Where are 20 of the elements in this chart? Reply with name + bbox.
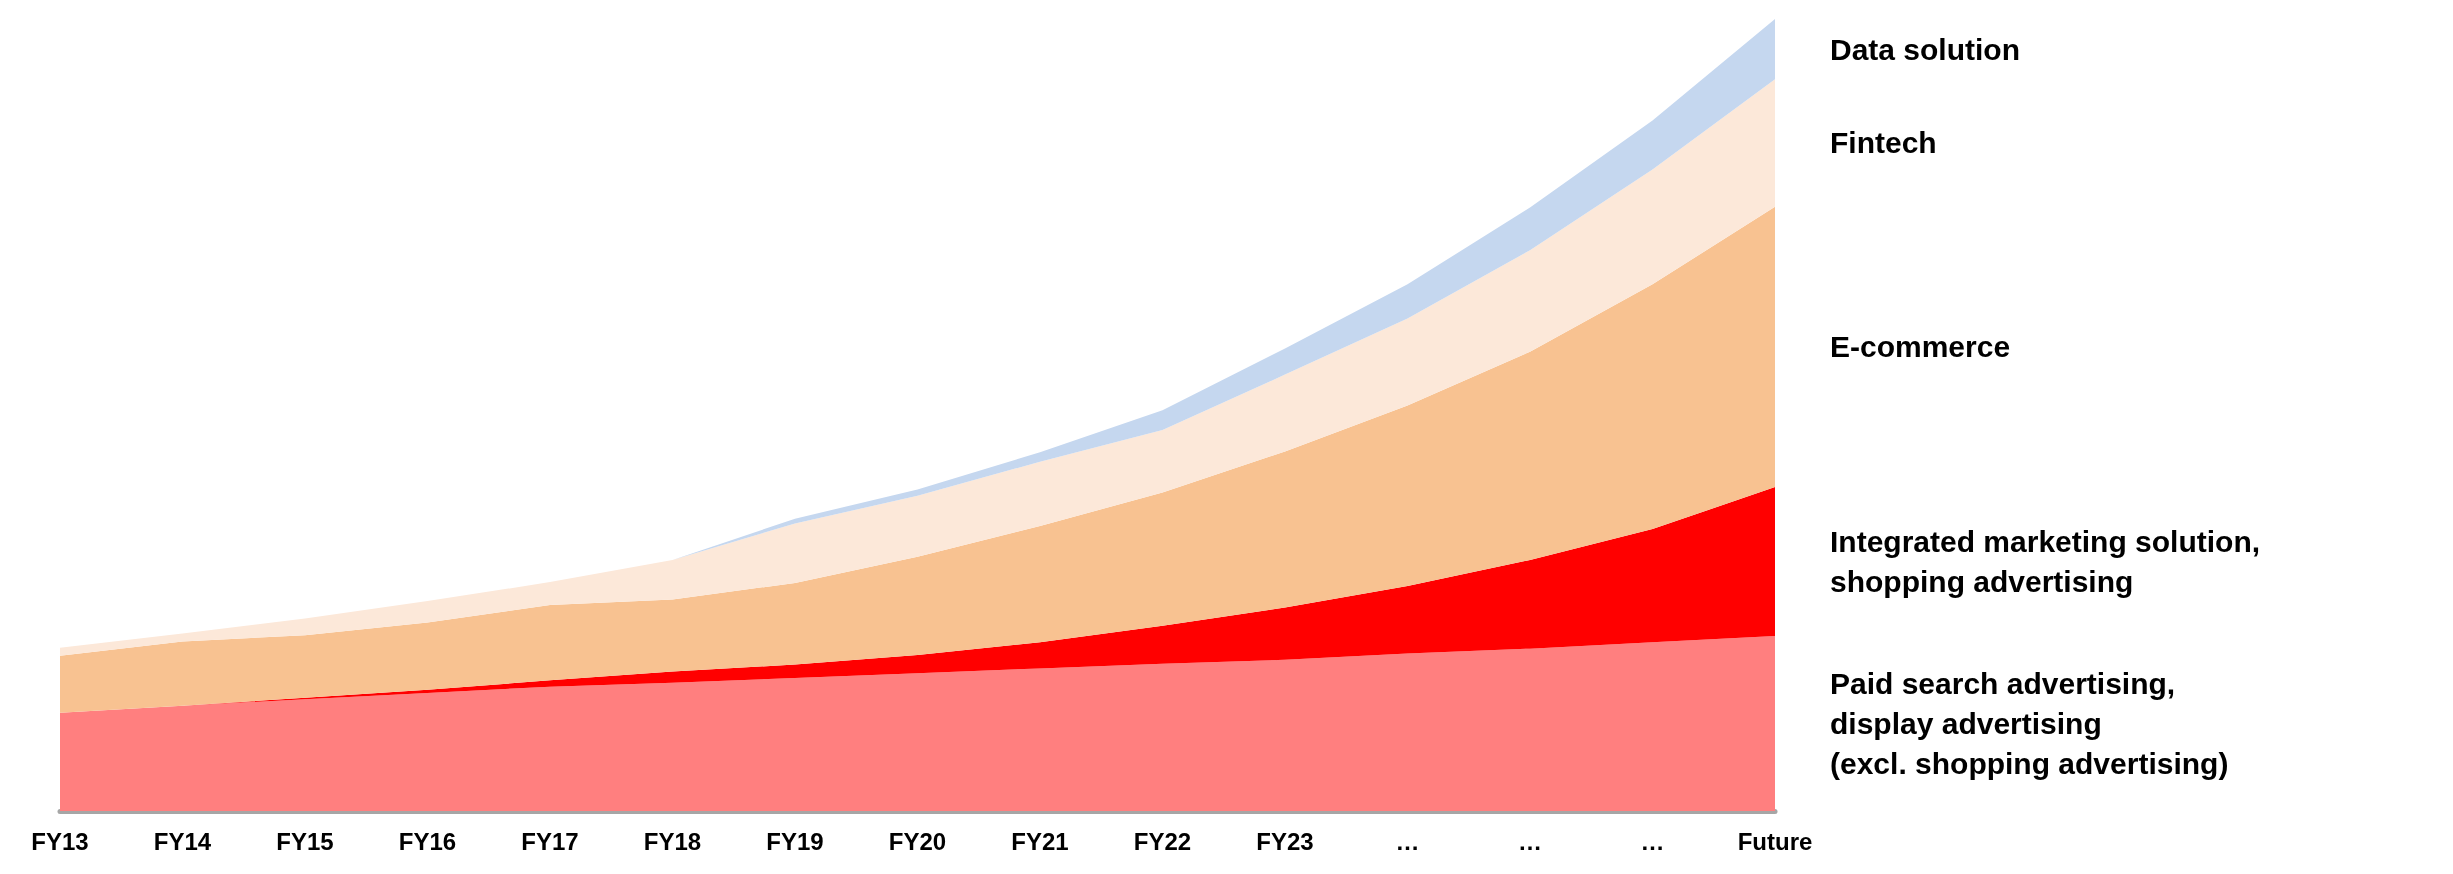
x-tick-label: FY13: [31, 827, 89, 855]
series-label: Integrated marketing solution, shopping advertising: [1830, 525, 2261, 599]
x-tick-label: …: [1640, 827, 1665, 855]
x-tick-label: FY20: [888, 827, 947, 855]
series-label: Paid search advertising, display advertising (excl. shopping advertising): [1830, 666, 2229, 780]
x-tick-label: FY23: [1256, 827, 1314, 855]
x-tick-label: …: [1518, 827, 1542, 855]
x-tick-label: FY17: [521, 827, 579, 855]
x-tick-label: FY18: [643, 827, 702, 855]
x-tick-label: FY19: [766, 827, 824, 855]
x-tick-label: FY14: [153, 827, 212, 855]
x-tick-label: Future: [1737, 827, 1813, 855]
series-label: Fintech: [1830, 126, 1937, 160]
x-tick-label: FY21: [1011, 827, 1069, 855]
x-tick-label: FY22: [1133, 827, 1192, 855]
x-tick-label: FY16: [398, 827, 457, 855]
x-tick-label: …: [1395, 827, 1420, 855]
series-label: E-commerce: [1830, 330, 2011, 364]
x-tick-label: FY15: [276, 827, 334, 855]
series-label: Data solution: [1830, 32, 2021, 66]
